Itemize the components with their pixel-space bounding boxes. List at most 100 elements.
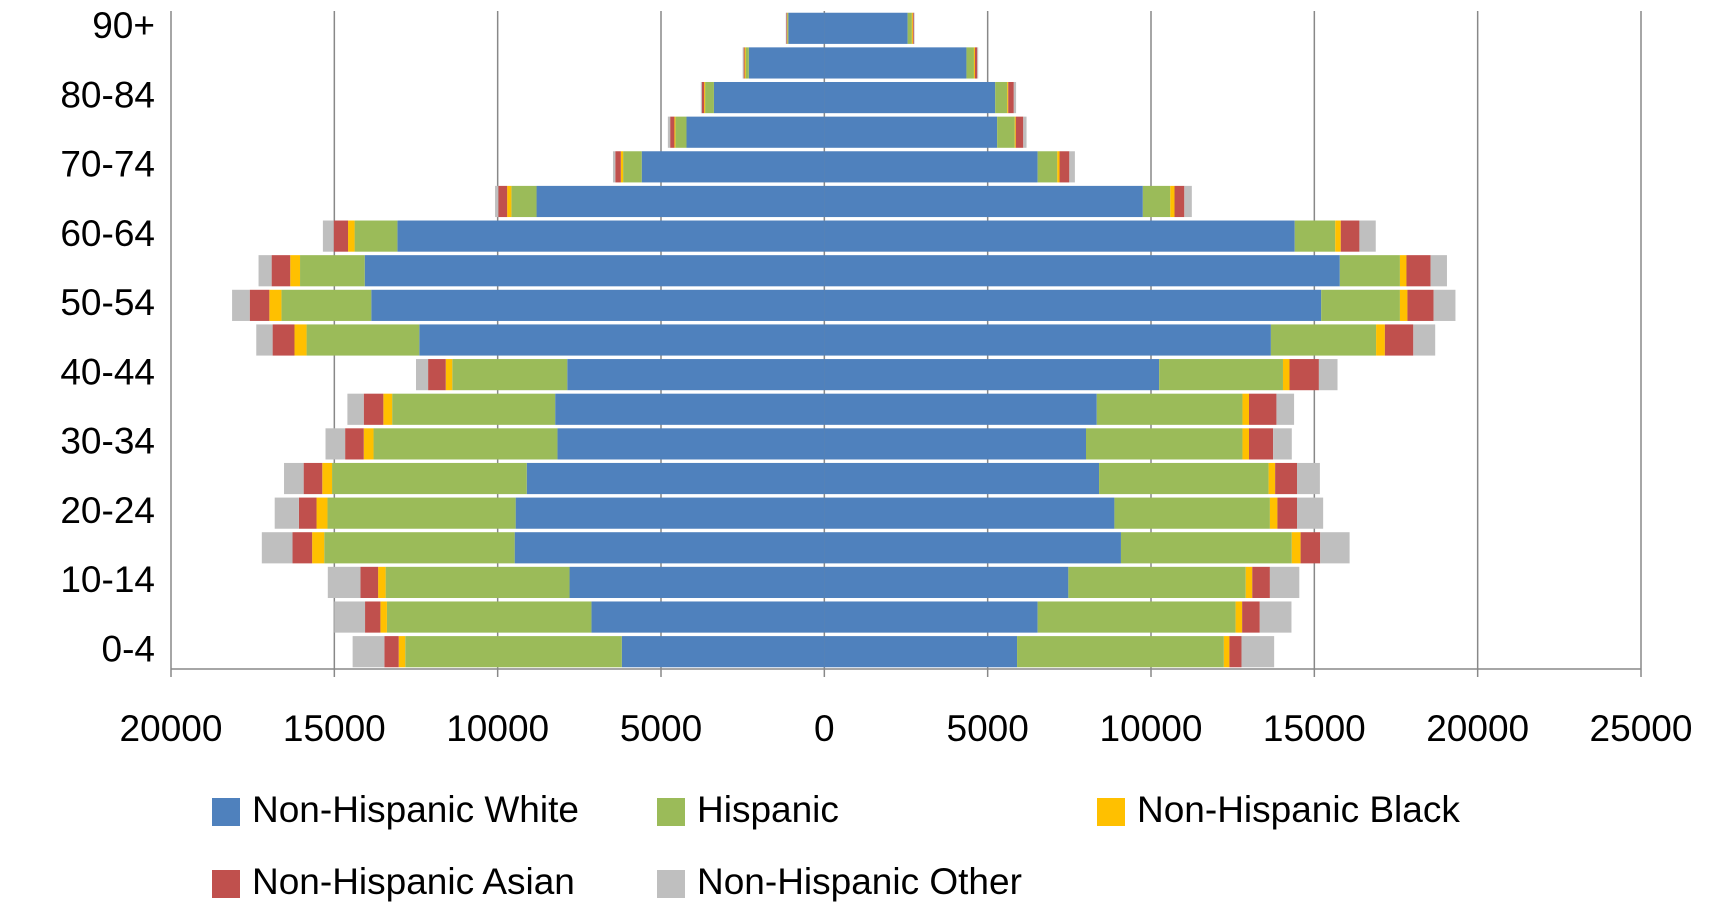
bar-segment (1159, 359, 1283, 390)
bar-segment (1301, 532, 1321, 563)
bar-segment (1269, 463, 1276, 494)
bar-segment (824, 255, 1339, 286)
bar-segment (824, 117, 997, 148)
bar-segment (1069, 151, 1075, 182)
bar-segment (275, 498, 299, 529)
bar-segment (1283, 359, 1290, 390)
bar-segment (323, 221, 334, 252)
bar-segment (623, 151, 642, 182)
bar-segment (824, 394, 1096, 425)
bar-segment (360, 567, 378, 598)
bar-segment (704, 82, 705, 113)
bar-segment (570, 567, 825, 598)
bar-segment (1060, 151, 1070, 182)
bar-segment (824, 498, 1114, 529)
legend-swatch (212, 798, 240, 826)
bar-segment (686, 117, 824, 148)
bar-segment (995, 82, 1007, 113)
bar-segment (307, 324, 420, 355)
bar-segment (365, 255, 825, 286)
legend-label: Non-Hispanic Asian (252, 861, 575, 902)
bar-segment (714, 82, 824, 113)
y-tick-label: 70-74 (60, 144, 155, 185)
bar-segment (397, 221, 824, 252)
bar-segment (380, 601, 387, 632)
bar-segment (1170, 186, 1174, 217)
bar-segment (378, 567, 386, 598)
bar-segment (1016, 117, 1024, 148)
bar-segment (1229, 636, 1241, 667)
x-tick-label: 10000 (446, 708, 549, 749)
bar-segment (1297, 463, 1320, 494)
y-tick-label: 20-24 (60, 490, 155, 531)
bar-segment (824, 636, 1017, 667)
x-tick-label: 0 (814, 708, 835, 749)
bar-segment (1015, 117, 1016, 148)
bar-segment (348, 221, 355, 252)
bar-segment (788, 13, 824, 44)
bar-segment (511, 186, 536, 217)
bar-segment (232, 290, 250, 321)
bar-segment (787, 13, 788, 44)
bar-segment (1321, 290, 1400, 321)
bar-segment (1273, 428, 1292, 459)
bar-segment (1017, 636, 1224, 667)
bar-segment (913, 13, 914, 44)
bar-segment (273, 324, 295, 355)
bar-segment (1290, 359, 1319, 390)
bar-segment (355, 221, 398, 252)
bar-segment (591, 601, 824, 632)
bar-segment (668, 117, 670, 148)
bar-segment (364, 428, 374, 459)
bar-segment (615, 151, 621, 182)
bar-segment (824, 359, 1159, 390)
bar-segment (516, 498, 825, 529)
bar-segment (1121, 532, 1292, 563)
bar-segment (1335, 221, 1341, 252)
bar-segment (1270, 498, 1278, 529)
bar-segment (1038, 151, 1058, 182)
bar-segment (332, 463, 527, 494)
bar-segment (824, 82, 995, 113)
bar-segment (1014, 82, 1016, 113)
bar-segment (567, 359, 824, 390)
bar-segment (1407, 290, 1433, 321)
bar-segment (1224, 636, 1230, 667)
bar-segment (1246, 567, 1253, 598)
bar-segment (1249, 394, 1276, 425)
bar-segment (1252, 567, 1270, 598)
bar-segment (824, 463, 1099, 494)
bar-segment (304, 463, 323, 494)
bar-segment (1236, 601, 1243, 632)
bar-segment (507, 186, 511, 217)
bar-segment (1271, 324, 1376, 355)
bar-segment (452, 359, 567, 390)
y-tick-label: 60-64 (60, 213, 155, 254)
bar-segment (262, 532, 293, 563)
bar-segment (1276, 394, 1294, 425)
bar-segment (322, 463, 332, 494)
bar-segment (824, 567, 1068, 598)
bar-segment (1242, 428, 1249, 459)
bar-segment (622, 636, 825, 667)
bar-segment (557, 428, 824, 459)
bar-segment (1406, 255, 1430, 286)
x-tick-label: 5000 (620, 708, 702, 749)
bar-segment (399, 636, 406, 667)
bar-segment (1297, 498, 1323, 529)
bar-segment (908, 13, 912, 44)
bar-segment (1175, 186, 1185, 217)
bar-segment (290, 255, 300, 286)
bar-segment (1413, 324, 1435, 355)
bar-segment (345, 428, 364, 459)
bar-segment (749, 47, 824, 78)
bar-segment (284, 463, 304, 494)
y-tick-label: 40-44 (60, 351, 155, 392)
x-tick-label: 15000 (283, 708, 386, 749)
bar-segment (269, 290, 281, 321)
y-tick-label: 90+ (92, 5, 155, 46)
legend-label: Hispanic (697, 789, 839, 830)
y-tick-label: 50-54 (60, 282, 155, 323)
bar-segment (312, 532, 324, 563)
bar-segment (419, 324, 824, 355)
